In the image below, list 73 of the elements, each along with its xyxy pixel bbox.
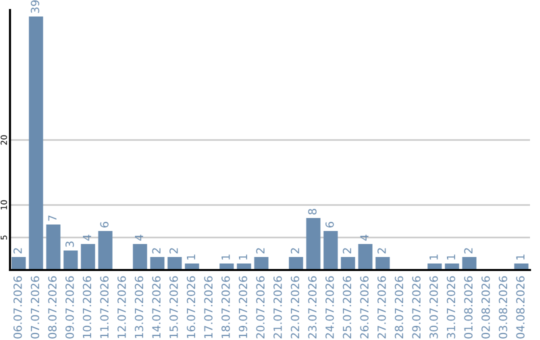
bar	[358, 244, 372, 270]
bar	[254, 257, 268, 270]
bar	[324, 231, 338, 270]
x-tick-label: 07.07.2026	[30, 276, 40, 338]
data-label: 2	[377, 248, 386, 254]
bar	[340, 257, 356, 270]
x-tick-label: 13.07.2026	[134, 276, 144, 338]
y-tick-label: 5	[0, 236, 7, 240]
data-label: 2	[152, 248, 160, 254]
data-label: 3	[65, 242, 74, 247]
data-label: 1	[430, 254, 438, 260]
data-label: 1	[222, 254, 230, 260]
x-tick-label: 27.07.2026	[377, 276, 386, 338]
data-label: 4	[360, 234, 368, 241]
y-tick-label: 20	[0, 135, 7, 145]
x-tick-label: 08.07.2026	[48, 276, 57, 338]
data-label: 2	[169, 248, 178, 254]
x-tick-label: 02.08.2026	[481, 276, 490, 338]
x-tick-label: 22.07.2026	[290, 276, 300, 338]
x-tick-label: 01.08.2026	[464, 276, 473, 338]
data-label: 1	[516, 254, 524, 260]
x-tick-label: 12.07.2026	[117, 276, 126, 338]
data-label: 6	[100, 222, 109, 228]
data-label: 1	[238, 254, 248, 260]
x-tick-label: 31.07.2026	[446, 276, 456, 338]
x-tick-label: 24.07.2026	[325, 276, 334, 338]
x-tick-label: 20.07.2026	[256, 276, 265, 338]
x-tick-label: 29.07.2026	[412, 276, 421, 338]
data-label: 2	[290, 248, 300, 254]
bar	[376, 257, 390, 270]
bar	[168, 257, 182, 270]
x-tick-label: 28.07.2026	[394, 276, 404, 338]
x-tick-label: 21.07.2026	[273, 276, 282, 338]
y-tick-label: 10	[0, 200, 7, 210]
x-tick-label: 16.07.2026	[186, 276, 196, 338]
bar	[288, 257, 304, 270]
bar	[28, 16, 44, 270]
data-label: 8	[308, 208, 317, 214]
bar	[80, 244, 96, 270]
x-tick-label: 04.08.2026	[516, 276, 525, 338]
x-tick-label: 15.07.2026	[169, 276, 178, 338]
data-label: 2	[342, 248, 352, 254]
bar	[46, 224, 60, 270]
data-label: 4	[82, 234, 92, 241]
data-label: 7	[48, 216, 56, 221]
data-label: 1	[186, 254, 196, 260]
data-label: 2	[13, 248, 22, 254]
x-tick-label: 17.07.2026	[204, 276, 213, 338]
bar	[462, 257, 476, 270]
bar	[64, 250, 78, 270]
bar	[150, 257, 164, 270]
bar	[132, 244, 148, 270]
x-tick-label: 30.07.2026	[429, 276, 438, 338]
x-tick-label: 14.07.2026	[152, 276, 161, 338]
data-label: 4	[134, 234, 144, 241]
data-label: 2	[464, 248, 472, 254]
bar	[98, 231, 112, 270]
x-tick-label: 11.07.2026	[100, 276, 109, 338]
x-tick-label: 09.07.2026	[65, 276, 74, 338]
x-tick-label: 18.07.2026	[221, 276, 230, 338]
x-tick-label: 26.07.2026	[360, 276, 369, 338]
data-label: 6	[325, 222, 334, 228]
data-label: 1	[446, 254, 456, 260]
x-tick-label: 23.07.2026	[308, 276, 317, 338]
data-label: 2	[256, 248, 264, 254]
x-tick-label: 10.07.2026	[82, 276, 92, 338]
x-tick-label: 03.08.2026	[498, 276, 508, 338]
data-label: 39	[30, 0, 40, 13]
bar	[12, 257, 26, 270]
x-tick-label: 19.07.2026	[238, 276, 248, 338]
bar	[306, 218, 320, 270]
x-tick-label: 06.07.2026	[13, 276, 22, 338]
x-tick-label: 25.07.2026	[342, 276, 352, 338]
